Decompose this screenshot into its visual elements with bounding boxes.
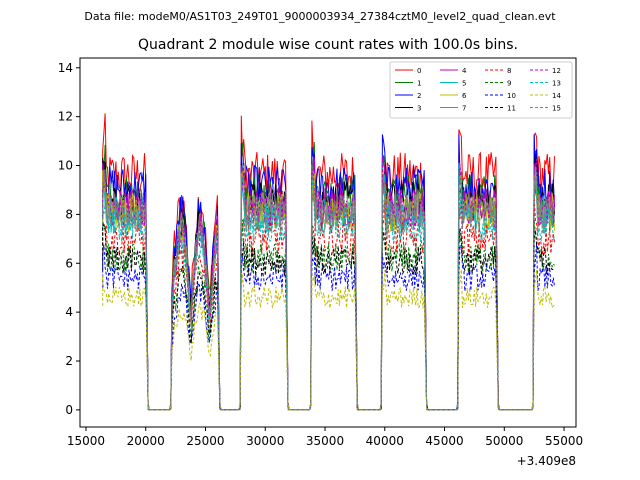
- series-line-11: [102, 221, 555, 411]
- legend-label: 1: [417, 80, 421, 88]
- y-tick-label: 4: [65, 305, 73, 319]
- legend-label: 13: [552, 80, 561, 88]
- y-tick-label: 12: [58, 110, 73, 124]
- legend-label: 12: [552, 67, 561, 75]
- x-tick-label: 35000: [306, 434, 344, 448]
- x-tick-label: 20000: [127, 434, 165, 448]
- legend-label: 8: [507, 67, 511, 75]
- legend-label: 15: [552, 105, 561, 113]
- legend-label: 9: [507, 80, 511, 88]
- series-line-10: [102, 243, 555, 411]
- y-axis-ticks: 0 2 4 6 8 10 12 14: [58, 61, 80, 417]
- series-lines: [102, 113, 555, 411]
- legend-label: 14: [552, 92, 561, 100]
- x-tick-label: 30000: [246, 434, 284, 448]
- y-tick-label: 14: [58, 61, 73, 75]
- series-line-14: [102, 269, 555, 411]
- x-tick-label: 50000: [485, 434, 523, 448]
- chart-title: Quadrant 2 module wise count rates with …: [138, 37, 518, 53]
- y-tick-label: 0: [65, 403, 73, 417]
- y-tick-label: 2: [65, 354, 73, 368]
- legend-label: 2: [417, 92, 421, 100]
- x-tick-label: 25000: [186, 434, 224, 448]
- x-tick-label: 45000: [425, 434, 463, 448]
- axes-frame: [79, 57, 577, 428]
- x-tick-label: 40000: [366, 434, 404, 448]
- suptitle: Data file: modeM0/AS1T03_249T01_90000039…: [84, 10, 556, 23]
- legend-box: [389, 61, 573, 119]
- legend-label: 5: [462, 80, 466, 88]
- x-offset-label: +3.409e8: [517, 454, 576, 468]
- series-line-0: [102, 113, 555, 411]
- series-line-8: [102, 194, 555, 411]
- x-tick-label: 55000: [545, 434, 583, 448]
- y-tick-label: 6: [65, 256, 73, 270]
- legend-label: 6: [462, 92, 467, 100]
- legend-label: 10: [507, 92, 516, 100]
- legend-label: 3: [417, 105, 421, 113]
- series-line-15: [102, 169, 555, 411]
- x-tick-label: 15000: [67, 434, 105, 448]
- y-tick-label: 8: [65, 207, 73, 221]
- legend-label: 11: [507, 105, 516, 113]
- legend-label: 7: [462, 105, 466, 113]
- legend-label: 0: [417, 67, 421, 75]
- y-tick-label: 10: [58, 159, 73, 173]
- legend-label: 4: [462, 67, 467, 75]
- series-line-9: [102, 219, 555, 411]
- x-axis-ticks: 15000 20000 25000 30000 35000 40000 45000 50000…: [67, 427, 583, 448]
